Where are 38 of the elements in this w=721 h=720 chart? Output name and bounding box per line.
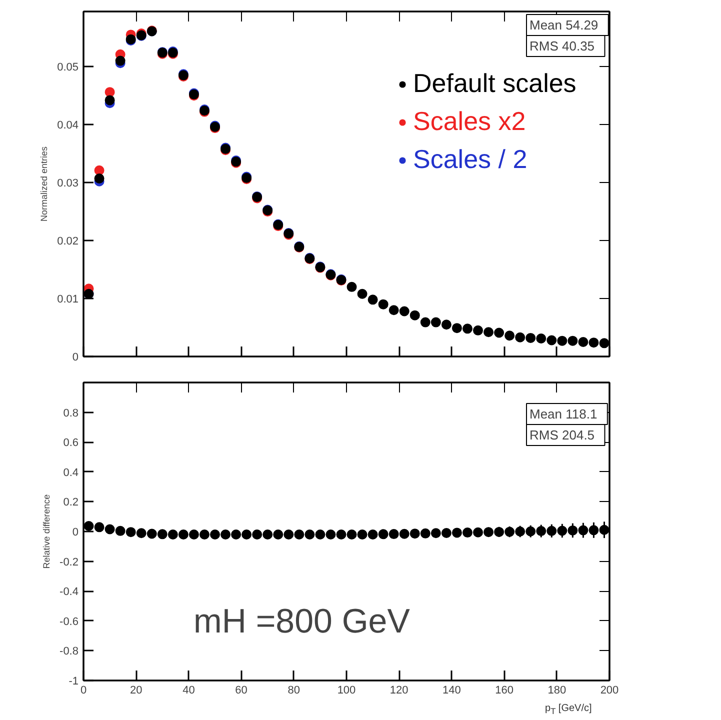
- y-tick-label: 0.05: [57, 62, 79, 74]
- annotation: RMS 40.35: [530, 38, 595, 54]
- x-tick-label: 180: [548, 684, 566, 696]
- legend-label: Default scales: [413, 68, 576, 99]
- annotation: Mean 54.29: [530, 18, 598, 32]
- x-tick-label: 40: [182, 684, 195, 696]
- annotation: Mean 118.1: [530, 406, 598, 422]
- y-tick-label: 0.2: [63, 496, 79, 509]
- x-tick-label: 80: [288, 684, 300, 696]
- legend-label: Scales x2: [413, 106, 526, 137]
- y-tick-label: 0.8: [63, 407, 79, 420]
- x-tick-label: 160: [495, 684, 514, 696]
- x-tick-label: 0: [80, 684, 87, 696]
- x-tick-label: 200: [600, 684, 619, 696]
- y-tick-label: -0.6: [60, 616, 79, 628]
- x-tick-label: 120: [390, 684, 408, 696]
- y-tick-label: 0.01: [57, 294, 79, 306]
- y-tick-label: -0.8: [60, 646, 79, 658]
- x-tick-label: 100: [337, 684, 356, 696]
- x-tick-label: 60: [235, 684, 248, 696]
- y-tick-label: 0.6: [63, 437, 79, 450]
- annotation: RMS 204.5: [530, 428, 595, 442]
- y-tick-label: 0.04: [57, 120, 79, 132]
- x-axis-title: p$_{T}$ [GeV/c]: [545, 702, 592, 718]
- y-tick-label: 0: [72, 526, 79, 538]
- y-tick-label: -0.2: [60, 556, 79, 568]
- y-tick-label: 0: [72, 352, 79, 364]
- y-tick-label: 0.02: [57, 236, 79, 248]
- x-tick-label: 20: [130, 684, 142, 696]
- y-tick-label: 0.03: [57, 178, 79, 190]
- y-tick-label: 0.4: [63, 466, 79, 479]
- x-tick-label: 140: [442, 684, 461, 696]
- annotation: mH =800 GeV: [194, 602, 410, 640]
- legend-label: Scales / 2: [413, 144, 528, 175]
- y-axis-title: Relative difference: [42, 494, 52, 569]
- y-tick-label: -1: [68, 676, 78, 688]
- y-axis-title: Normalized entries: [39, 146, 50, 222]
- y-tick-label: -0.4: [60, 586, 79, 598]
